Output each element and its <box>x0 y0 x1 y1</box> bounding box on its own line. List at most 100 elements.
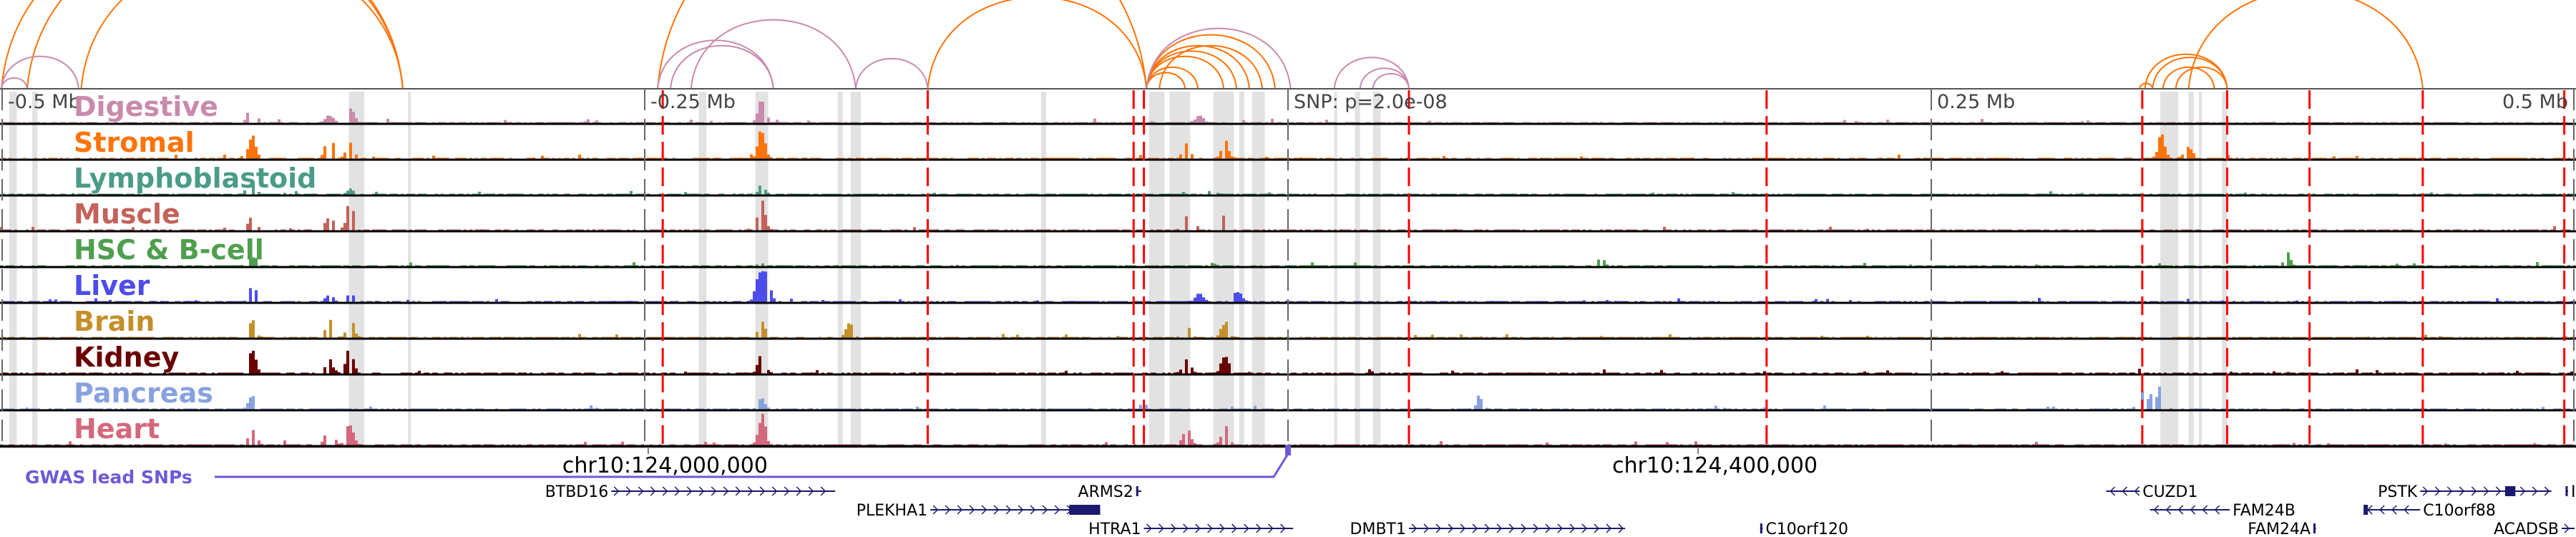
highlight-region <box>408 92 411 445</box>
gene-btbd16[interactable]: BTBD16 <box>545 483 836 501</box>
gene-arms2[interactable]: ARMS2 <box>1078 483 1142 501</box>
strand-chevron-icon <box>1018 505 1024 515</box>
strand-chevron-icon <box>2391 505 2397 515</box>
loop-arc <box>669 44 774 89</box>
highlight-region <box>2198 92 2202 445</box>
highlight-region <box>1239 92 1244 445</box>
strand-chevron-icon <box>784 486 790 496</box>
strand-chevron-icon <box>2532 486 2538 496</box>
strand-chevron-icon <box>759 486 766 496</box>
strand-chevron-icon <box>2202 505 2208 515</box>
strand-chevron-icon <box>1158 523 1164 533</box>
strand-chevron-icon <box>2122 486 2128 496</box>
gene-label: PLEKHA1 <box>857 502 927 520</box>
strand-chevron-icon <box>2544 486 2550 496</box>
highlight-region <box>1213 92 1234 445</box>
strand-chevron-icon <box>1411 523 1418 533</box>
strand-chevron-icon <box>2379 505 2385 515</box>
loop-arc <box>2187 0 2424 89</box>
gene-c10orf120[interactable]: C10orf120 <box>1760 521 1848 537</box>
strand-chevron-icon <box>2177 505 2184 515</box>
loop-arc <box>1146 72 1186 89</box>
strand-chevron-icon <box>771 486 778 496</box>
gwas-track: GWAS lead SNPs <box>25 445 1291 488</box>
strand-chevron-icon <box>981 505 987 515</box>
strand-chevron-icon <box>1171 523 1176 533</box>
strand-chevron-icon <box>1484 523 1491 533</box>
track-label: Liver <box>74 270 150 301</box>
signal-bars <box>3 350 2573 374</box>
strand-chevron-icon <box>2404 505 2409 515</box>
gene-acadsb[interactable]: ACADSB <box>2494 521 2575 537</box>
strand-chevron-icon <box>711 486 717 496</box>
loop-arc <box>2139 82 2154 89</box>
gene-label: ARMS2 <box>1078 483 1133 501</box>
highlight-region <box>1355 92 1360 445</box>
strand-chevron-icon <box>1508 523 1515 533</box>
strand-chevron-icon <box>957 505 963 515</box>
gene-pstk[interactable]: PSTK <box>2378 483 2552 501</box>
track-labels: Digestive Stromal Lymphoblastoid Muscle HSC … <box>74 91 316 445</box>
loop-arc <box>2162 67 2215 89</box>
track-label: Digestive <box>74 91 218 122</box>
gene-htra1[interactable]: HTRA1 <box>1088 521 1294 537</box>
signal-bars <box>3 181 2576 195</box>
signal-bars <box>3 319 2576 338</box>
strand-chevron-icon <box>1448 523 1454 533</box>
gwas-snp-marker[interactable] <box>1285 445 1291 455</box>
loop-arcs-track <box>1 0 2424 89</box>
axis-tick-label: SNP: p=2.0e-08 <box>1294 91 1448 113</box>
strand-chevron-icon <box>1030 505 1036 515</box>
gene-plekha1[interactable]: PLEKHA1 <box>857 502 1101 520</box>
gene-fam24b[interactable]: FAM24B <box>2150 502 2296 520</box>
gene-ik[interactable]: IK <box>2565 483 2576 501</box>
signal-bars <box>0 252 2576 266</box>
strand-chevron-icon <box>638 486 644 496</box>
marker-lines <box>661 90 2566 445</box>
axis-tick-label: -0.25 Mb <box>650 91 736 113</box>
gene-c10orf88[interactable]: C10orf88 <box>2363 502 2496 520</box>
strand-chevron-icon <box>2495 486 2502 496</box>
coordinate-labels: chr10:124,000,000 chr10:124,400,000 <box>562 448 1818 478</box>
strand-chevron-icon <box>1280 523 1286 533</box>
gene-exon <box>1760 523 1762 533</box>
loop-arc <box>854 58 929 89</box>
loop-arc <box>656 39 774 89</box>
strand-chevron-icon <box>1618 523 1624 533</box>
gene-track[interactable]: BTBD16 PLEKHA1 ARMS2 HTRA1 DMBT1 C10orf120 CUZ… <box>545 483 2576 537</box>
strand-chevron-icon <box>747 486 753 496</box>
highlight-region <box>698 92 707 445</box>
strand-chevron-icon <box>1460 523 1466 533</box>
gene-label: C10orf120 <box>1765 521 1848 537</box>
strand-chevron-icon <box>2471 486 2477 496</box>
gwas-label: GWAS lead SNPs <box>25 467 192 488</box>
strand-chevron-icon <box>735 486 741 496</box>
strand-chevron-icon <box>1435 523 1442 533</box>
strand-chevron-icon <box>1042 505 1048 515</box>
strand-chevron-icon <box>1054 505 1060 515</box>
strand-chevron-icon <box>1594 523 1600 533</box>
track-label: Heart <box>74 413 160 445</box>
gene-label: DMBT1 <box>1350 521 1406 537</box>
loop-arc <box>1 0 404 89</box>
gene-label: C10orf88 <box>2423 502 2496 520</box>
gene-dmbt1[interactable]: DMBT1 <box>1350 521 1626 537</box>
strand-chevron-icon <box>1005 505 1012 515</box>
loop-arc <box>1146 34 1277 89</box>
strand-chevron-icon <box>1496 523 1503 533</box>
gene-fam24a[interactable]: FAM24A <box>2248 521 2316 537</box>
gene-exon <box>2504 486 2516 496</box>
highlight-region <box>1252 92 1265 445</box>
gene-exon <box>2363 505 2368 515</box>
gene-exon <box>1136 486 1138 496</box>
strand-chevron-icon <box>2214 505 2220 515</box>
strand-chevron-icon <box>993 505 1000 515</box>
signal-bars <box>3 101 2567 123</box>
strand-chevron-icon <box>2134 486 2140 496</box>
gene-cuzd1[interactable]: CUZD1 <box>2106 483 2198 501</box>
signal-bars <box>3 131 2576 159</box>
strand-chevron-icon <box>625 486 632 496</box>
strand-chevron-icon <box>1533 523 1539 533</box>
strand-chevron-icon <box>1423 523 1430 533</box>
signal-bars <box>0 200 2570 231</box>
